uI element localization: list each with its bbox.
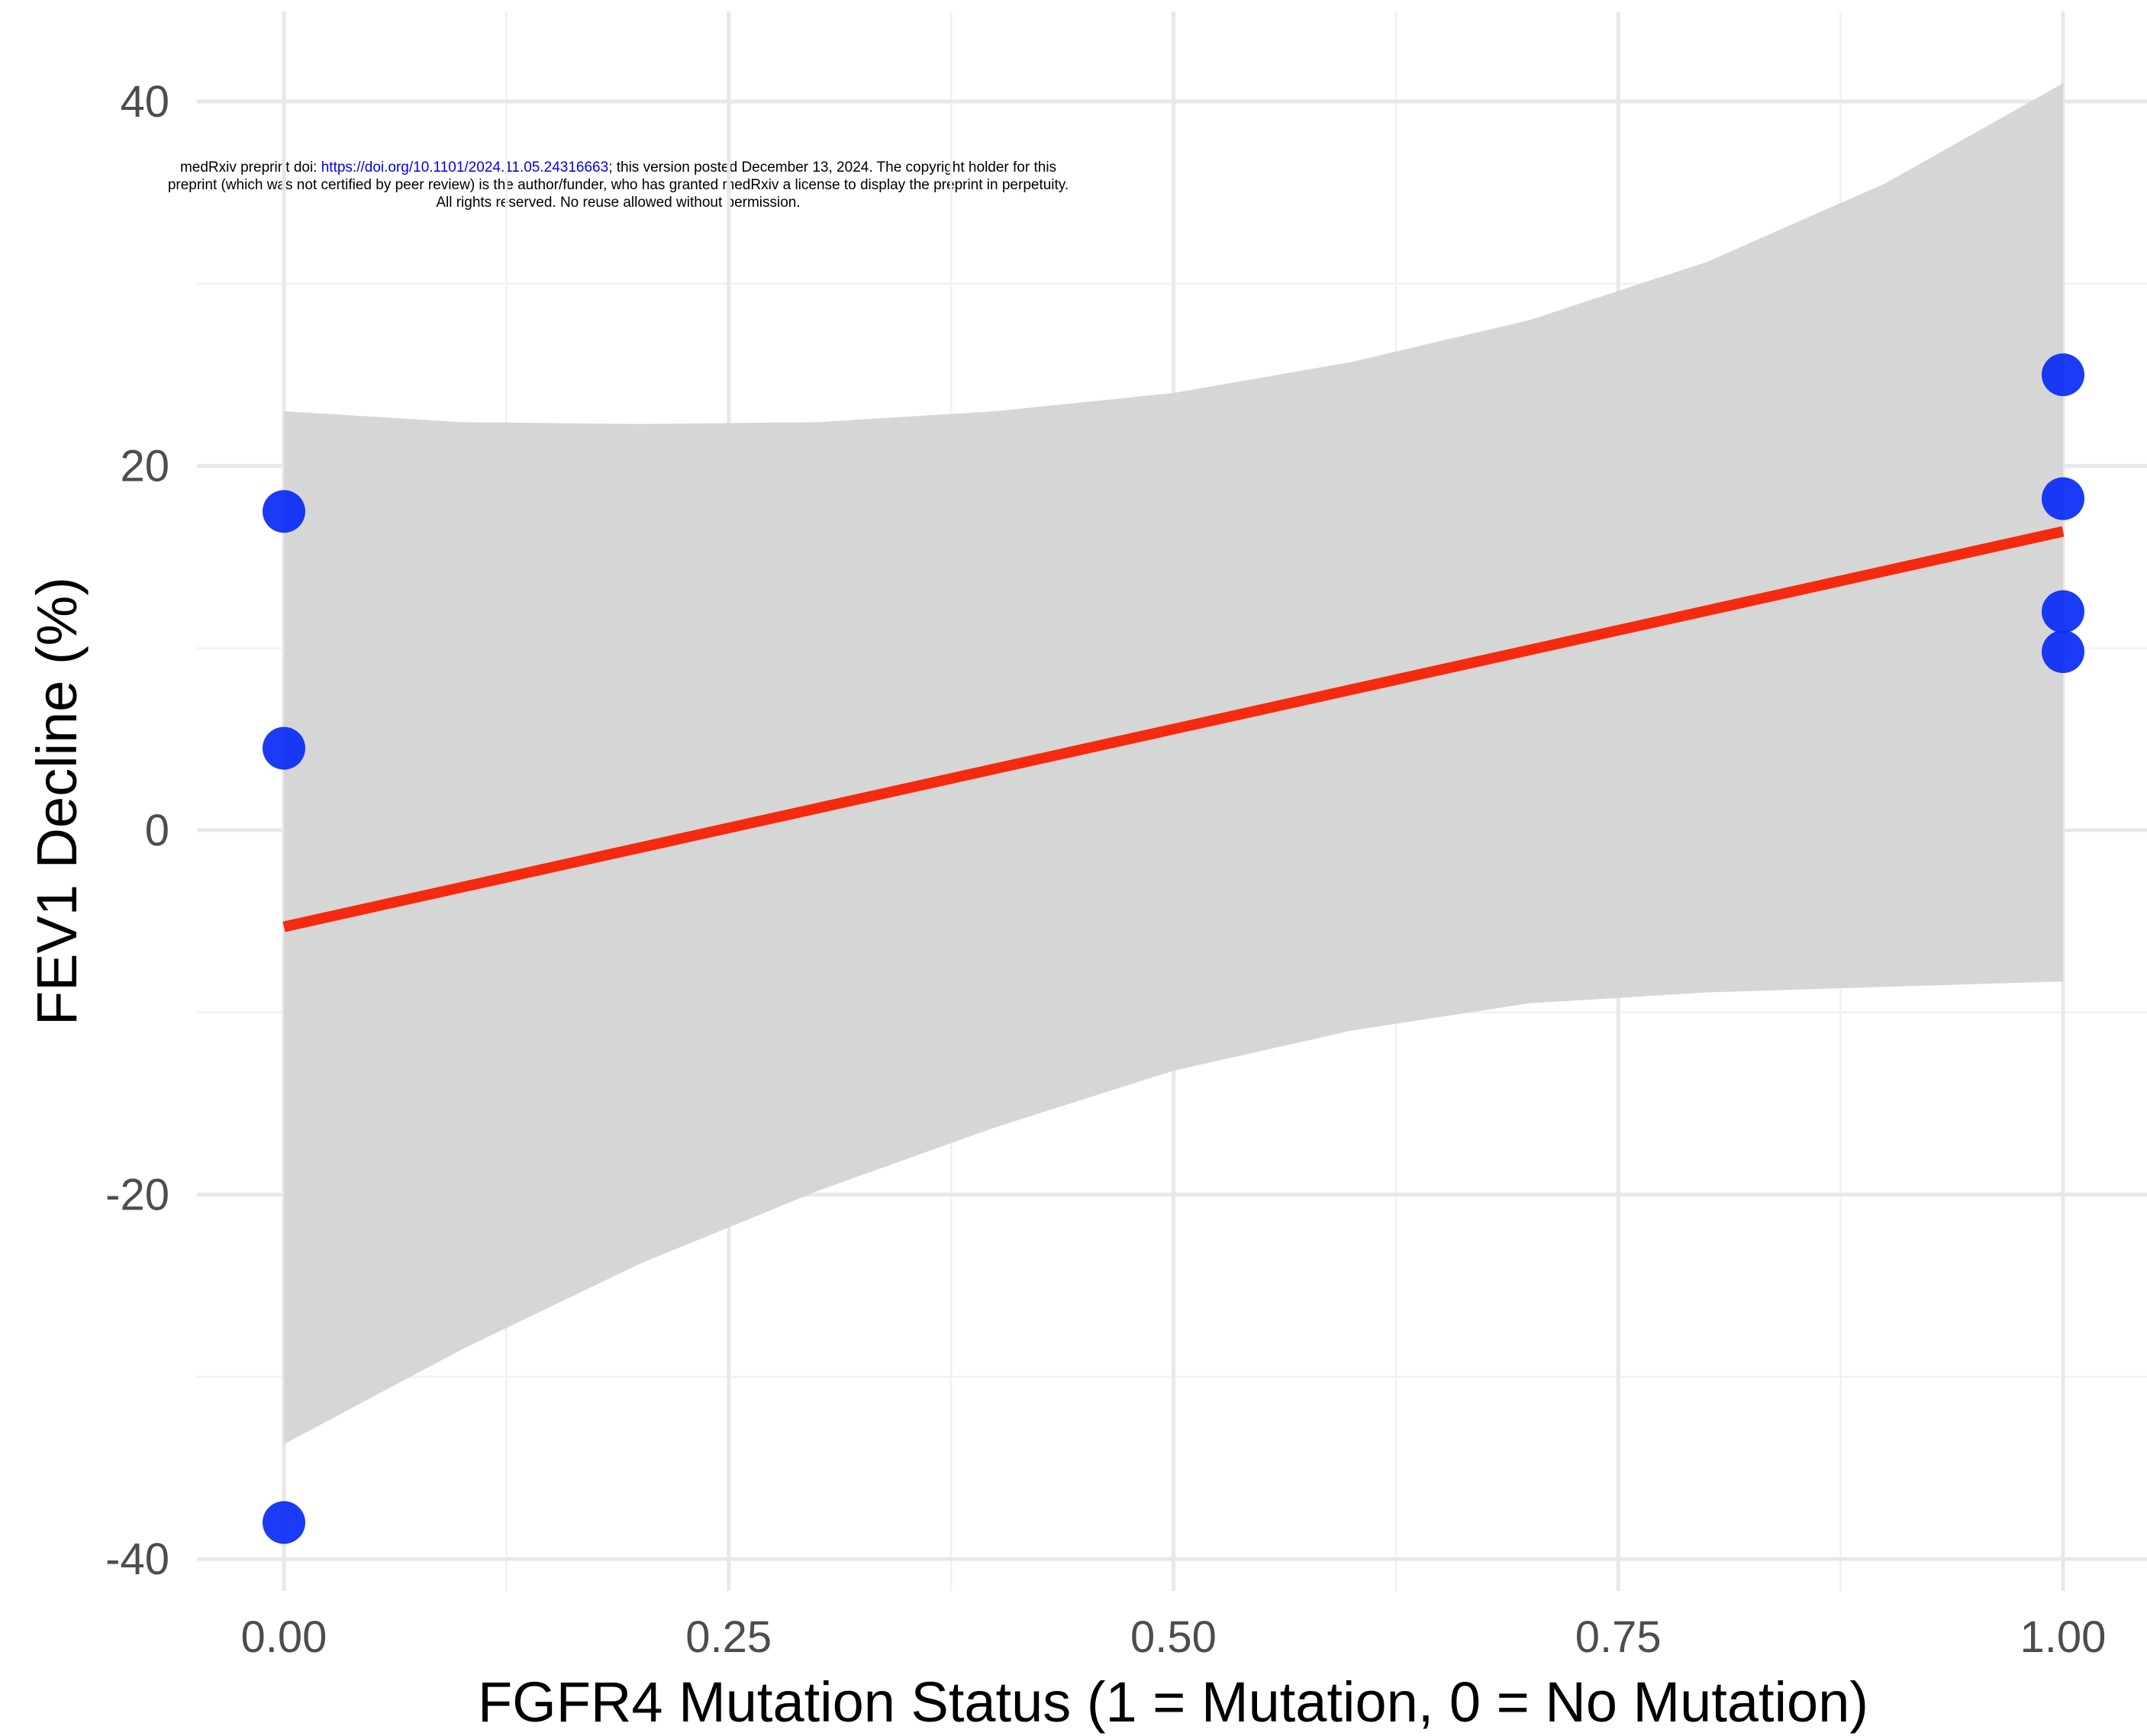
data-point <box>2042 477 2084 520</box>
y-tick-label: 0 <box>145 806 169 855</box>
y-axis-title: FEV1 Decline (%) <box>25 577 89 1026</box>
x-tick-label: 0.25 <box>685 1612 772 1662</box>
x-tick-label: 1.00 <box>2020 1612 2107 1662</box>
x-tick-label: 0.00 <box>241 1612 327 1662</box>
doi-link[interactable]: https://doi.org/10.1101/2024.11.05.24316… <box>321 159 609 176</box>
data-point <box>263 490 305 533</box>
preprint-notice: medRxiv preprint doi: https://doi.org/10… <box>84 159 1152 211</box>
preprint-notice-suffix: ; this version posted December 13, 2024.… <box>608 159 1057 176</box>
y-tick-label: 20 <box>120 442 169 491</box>
data-point <box>263 726 305 770</box>
data-point <box>263 1501 305 1544</box>
data-point <box>2042 590 2084 633</box>
x-tick-label: 0.50 <box>1130 1612 1217 1662</box>
data-point <box>2042 630 2084 674</box>
y-axis-tick-labels: -40 -20 0 20 40 <box>105 77 169 1584</box>
data-point <box>2042 353 2084 397</box>
y-tick-label: -20 <box>105 1171 169 1220</box>
data-points <box>263 353 2084 1544</box>
y-tick-label: 40 <box>120 77 169 127</box>
confidence-band <box>284 83 2063 1445</box>
y-tick-label: -40 <box>105 1535 169 1584</box>
x-tick-label: 0.75 <box>1575 1612 1662 1662</box>
x-axis-title: FGFR4 Mutation Status (1 = Mutation, 0 =… <box>478 1670 1868 1734</box>
preprint-notice-line2: preprint (which was not certified by pee… <box>167 177 1069 193</box>
preprint-notice-line1: medRxiv preprint doi: https://doi.org/10… <box>84 159 1152 176</box>
preprint-notice-line3: All rights reserved. No reuse allowed wi… <box>436 195 801 211</box>
x-axis-tick-labels: 0.00 0.25 0.50 0.75 1.00 <box>241 1612 2107 1662</box>
regression-line <box>282 526 2065 932</box>
